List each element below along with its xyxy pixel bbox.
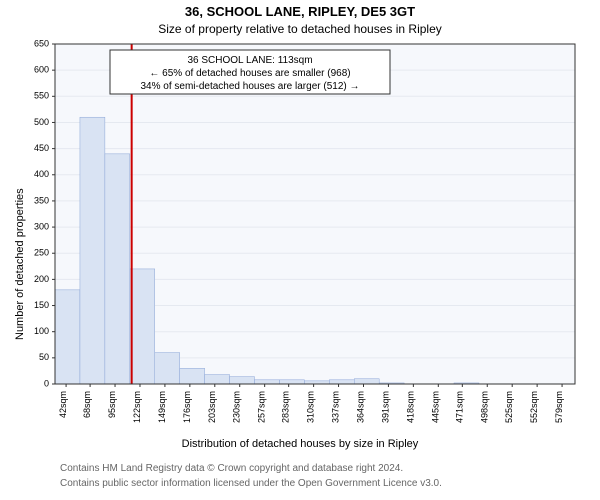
y-tick-label: 550 bbox=[34, 91, 49, 101]
x-tick-label: 283sqm bbox=[281, 391, 291, 423]
y-tick-label: 50 bbox=[39, 352, 49, 362]
histogram-bar bbox=[354, 379, 379, 384]
x-tick-label: 364sqm bbox=[355, 391, 365, 423]
y-tick-label: 350 bbox=[34, 195, 49, 205]
x-tick-label: 579sqm bbox=[554, 391, 564, 423]
y-tick-label: 250 bbox=[34, 248, 49, 258]
x-tick-label: 230sqm bbox=[232, 391, 242, 423]
histogram-bar bbox=[80, 117, 105, 384]
x-tick-label: 68sqm bbox=[82, 391, 92, 418]
x-tick-label: 95sqm bbox=[107, 391, 117, 418]
histogram-chart: 0 50 100 150 200 250 300 350 400 450 500 550 600 650 4… bbox=[0, 0, 600, 500]
callout-line-1: 36 SCHOOL LANE: 113sqm bbox=[187, 55, 312, 66]
histogram-bar bbox=[255, 380, 280, 384]
y-tick-label: 150 bbox=[34, 300, 49, 310]
histogram-bar bbox=[130, 269, 155, 384]
x-tick-label: 203sqm bbox=[207, 391, 217, 423]
x-tick-label: 525sqm bbox=[504, 391, 514, 423]
histogram-bar bbox=[205, 375, 230, 384]
x-tick-label: 176sqm bbox=[182, 391, 192, 423]
x-tick-label: 257sqm bbox=[257, 391, 267, 423]
histogram-bar bbox=[180, 368, 205, 384]
y-tick-label: 300 bbox=[34, 221, 49, 231]
x-tick-label: 552sqm bbox=[529, 391, 539, 423]
x-tick-label: 445sqm bbox=[430, 391, 440, 423]
x-tick-label: 391sqm bbox=[380, 391, 390, 423]
histogram-bar bbox=[230, 377, 255, 384]
callout-line-3: 34% of semi-detached houses are larger (… bbox=[140, 81, 359, 92]
histogram-bar bbox=[279, 380, 304, 384]
histogram-bar bbox=[105, 154, 130, 384]
y-tick-label: 400 bbox=[34, 169, 49, 179]
y-tick-label: 500 bbox=[34, 117, 49, 127]
histogram-bar bbox=[155, 353, 180, 384]
x-tick-label: 471sqm bbox=[454, 391, 464, 423]
x-tick-label: 418sqm bbox=[405, 391, 415, 423]
x-tick-label: 42sqm bbox=[58, 391, 68, 418]
y-tick-label: 650 bbox=[34, 38, 49, 48]
y-tick-label: 0 bbox=[44, 378, 49, 388]
y-tick-label: 600 bbox=[34, 65, 49, 75]
y-tick-label: 450 bbox=[34, 143, 49, 153]
x-tick-label: 122sqm bbox=[132, 391, 142, 423]
x-tick-label: 498sqm bbox=[479, 391, 489, 423]
x-tick-label: 337sqm bbox=[331, 391, 341, 423]
x-tick-label: 310sqm bbox=[306, 391, 316, 423]
y-tick-label: 100 bbox=[34, 326, 49, 336]
histogram-bar bbox=[329, 380, 354, 384]
callout-line-2: ← 65% of detached houses are smaller (96… bbox=[149, 68, 350, 79]
x-tick-label: 149sqm bbox=[157, 391, 167, 423]
y-tick-label: 200 bbox=[34, 274, 49, 284]
histogram-bar bbox=[55, 290, 80, 384]
